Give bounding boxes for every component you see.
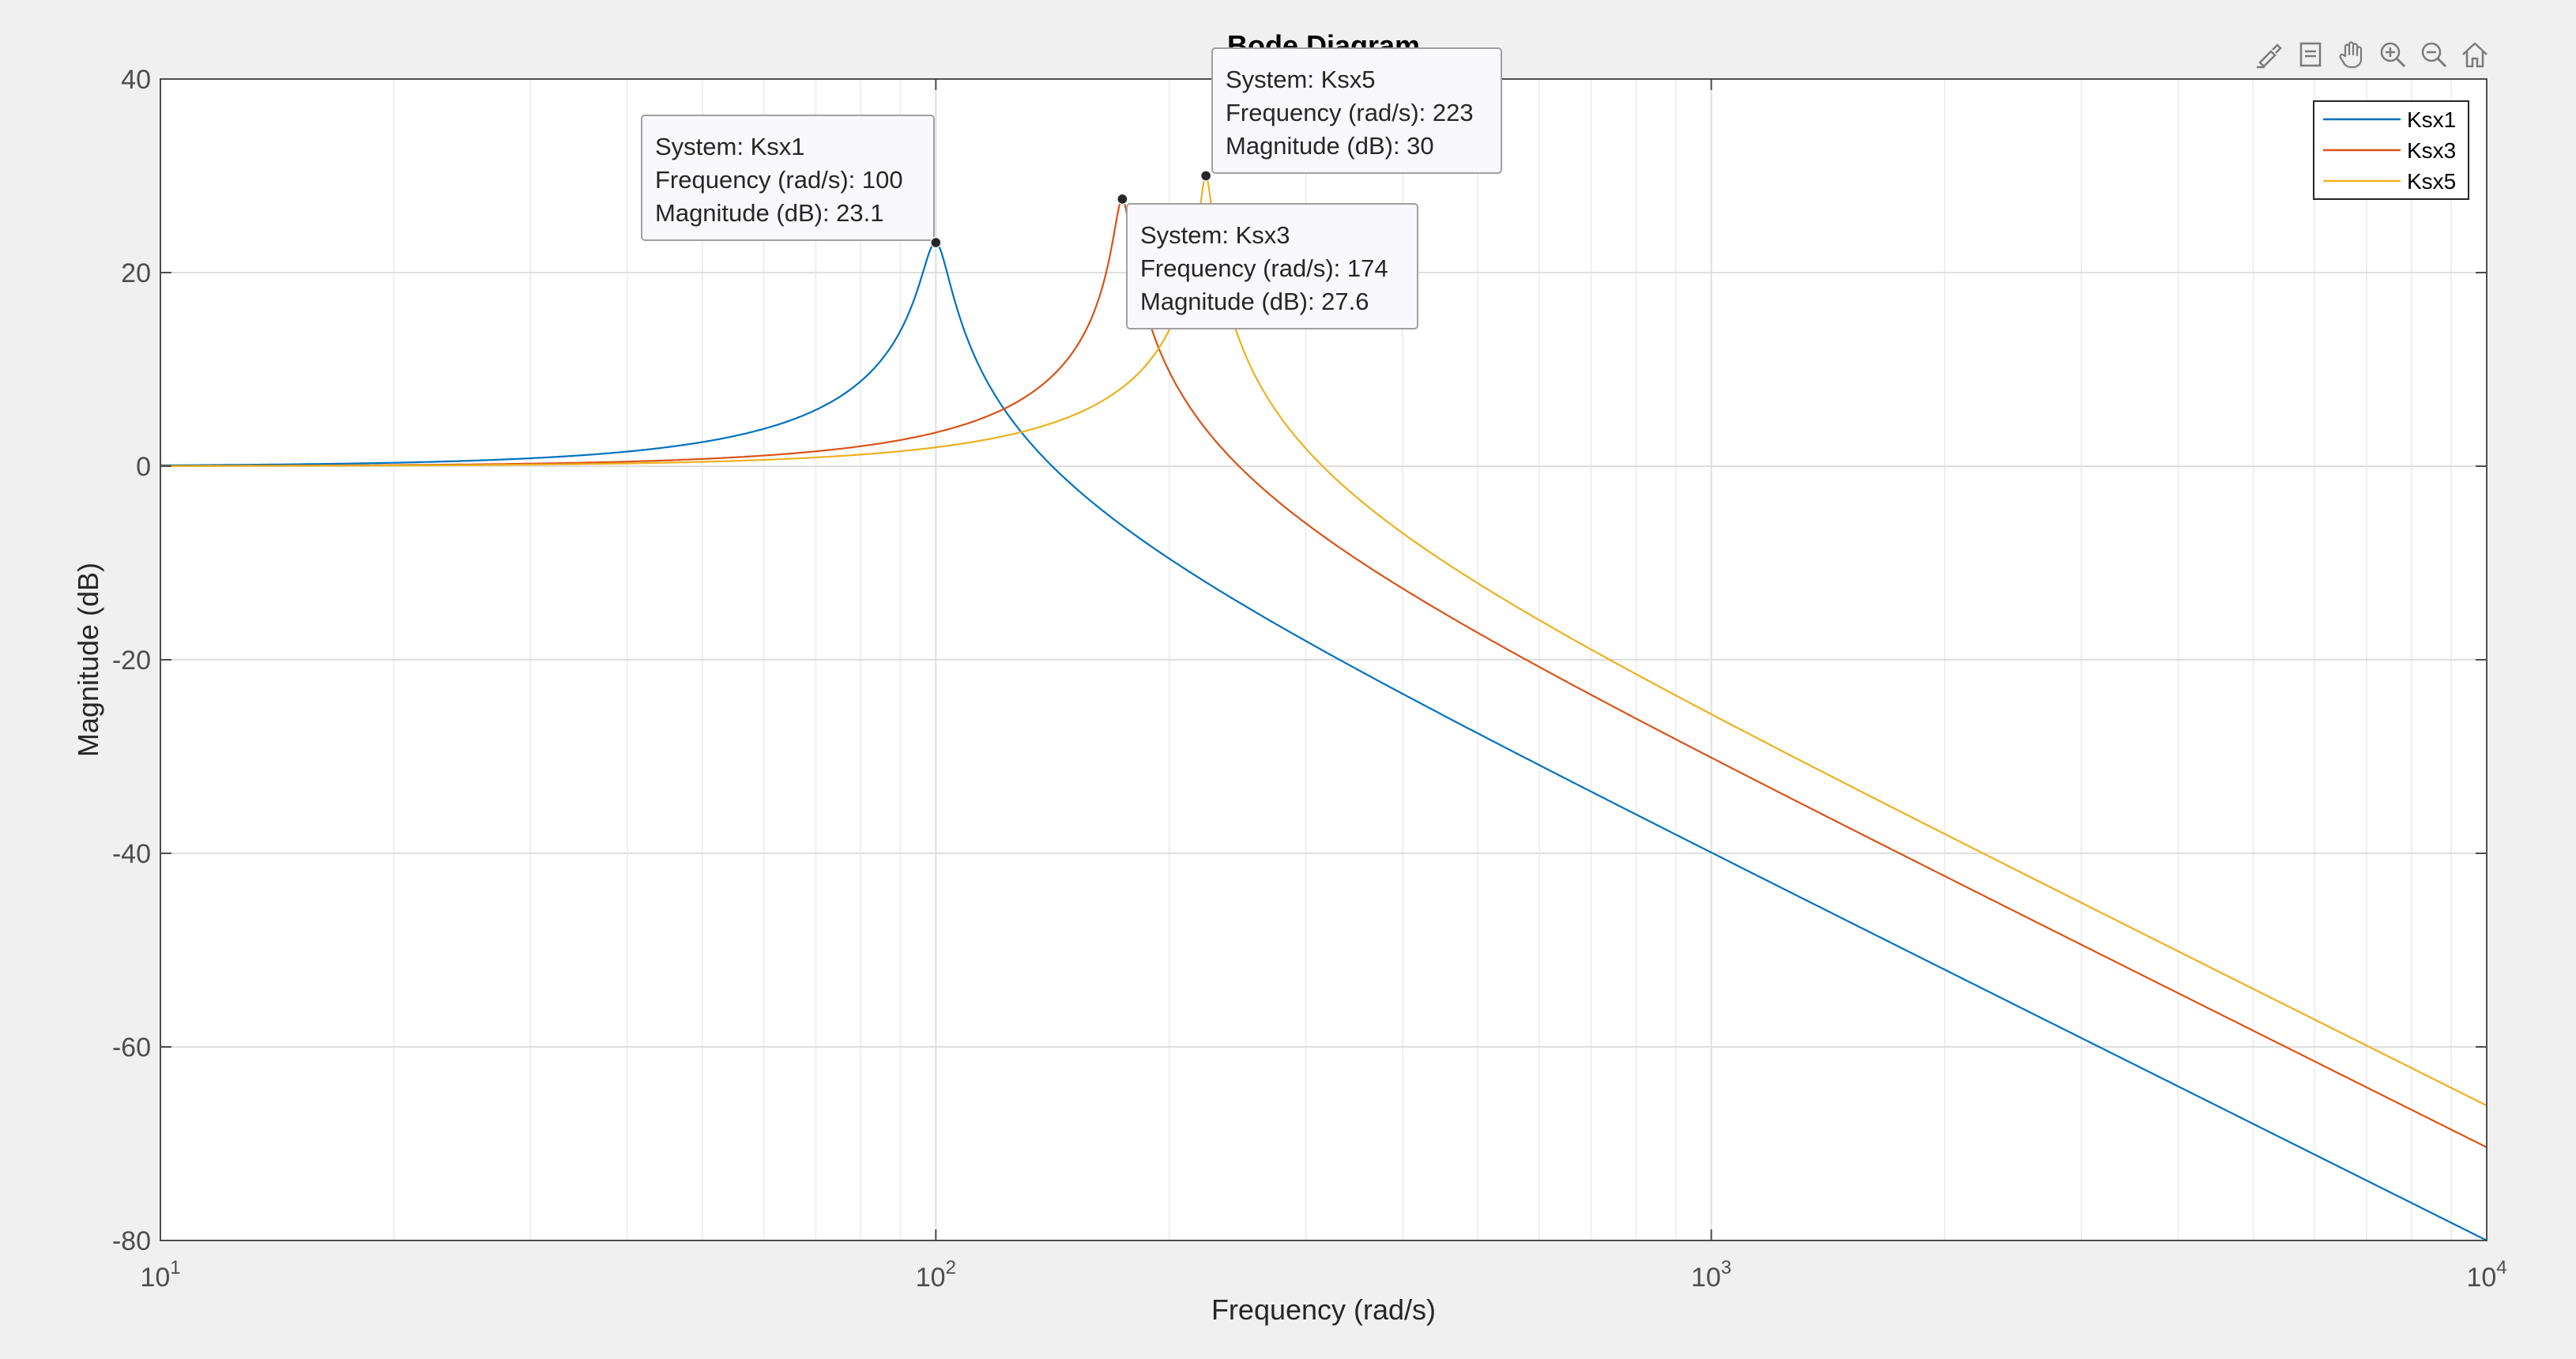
y-tick-label: 40 bbox=[121, 65, 151, 95]
x-tick-base: 10 bbox=[2466, 1263, 2496, 1293]
x-tick-exponent: 4 bbox=[2496, 1257, 2506, 1278]
zoom-out-icon bbox=[2421, 42, 2447, 68]
datatips: System: Ksx1 Frequency (rad/s): 100 Magnit… bbox=[641, 47, 1502, 329]
legend: Ksx1 Ksx3 Ksx5 bbox=[2313, 100, 2469, 200]
x-tick-label: 102 bbox=[916, 1257, 956, 1293]
datatip-line: Magnitude (dB): 23.1 bbox=[655, 199, 884, 227]
y-tick-label: 0 bbox=[136, 452, 151, 482]
zoom-out-button[interactable] bbox=[2415, 35, 2453, 74]
y-tick-label: -60 bbox=[112, 1033, 151, 1063]
legend-label: Ksx1 bbox=[2407, 107, 2456, 132]
datatip-marker bbox=[1199, 170, 1212, 182]
datatip-icon bbox=[2299, 42, 2322, 67]
series-line-ksx3 bbox=[160, 198, 2487, 1149]
datatip-ksx5: System: Ksx5 Frequency (rad/s): 223 Magnit… bbox=[1199, 47, 1502, 182]
pan-hand-icon bbox=[2339, 41, 2363, 69]
zoom-in-button[interactable] bbox=[2374, 35, 2412, 74]
datatip-ksx3: System: Ksx3 Frequency (rad/s): 174 Magnit… bbox=[1117, 193, 1418, 329]
x-tick-exponent: 2 bbox=[946, 1257, 956, 1278]
datatip-line: Frequency (rad/s): 174 bbox=[1140, 254, 1388, 282]
datatip-line: Magnitude (dB): 30 bbox=[1226, 132, 1434, 160]
home-icon bbox=[2462, 42, 2487, 68]
datatip-box bbox=[1126, 203, 1418, 329]
datatip-line: System: Ksx1 bbox=[655, 133, 805, 160]
legend-label: Ksx5 bbox=[2407, 169, 2456, 194]
y-tick-label: -40 bbox=[112, 839, 151, 869]
series-line-ksx5 bbox=[160, 173, 2487, 1107]
x-tick-label: 103 bbox=[1691, 1257, 1731, 1293]
series-line-ksx1 bbox=[160, 241, 2487, 1241]
curves bbox=[160, 173, 2487, 1241]
datatip-line: System: Ksx5 bbox=[1226, 66, 1376, 93]
datatip-box bbox=[1211, 47, 1502, 174]
brush-data-icon bbox=[2257, 43, 2282, 69]
y-tick-label: -80 bbox=[112, 1226, 151, 1256]
x-tick-base: 10 bbox=[1691, 1263, 1721, 1293]
y-tick-label: 20 bbox=[121, 258, 151, 288]
datatip-marker bbox=[1117, 193, 1128, 205]
y-axis-label: Magnitude (dB) bbox=[72, 563, 104, 757]
zoom-in-icon bbox=[2380, 42, 2406, 68]
x-tick-exponent: 1 bbox=[170, 1257, 180, 1278]
pan-button[interactable] bbox=[2333, 35, 2371, 74]
datatip-box bbox=[641, 115, 935, 241]
x-tick-base: 10 bbox=[916, 1263, 946, 1293]
datatip-button[interactable] bbox=[2292, 35, 2329, 74]
datatip-line: Magnitude (dB): 27.6 bbox=[1140, 288, 1369, 315]
brush-data-button[interactable] bbox=[2250, 35, 2288, 74]
restore-view-button[interactable] bbox=[2456, 35, 2494, 74]
x-axis-label: Frequency (rad/s) bbox=[1211, 1293, 1436, 1326]
datatip-line: Frequency (rad/s): 100 bbox=[655, 166, 903, 194]
x-tick-exponent: 3 bbox=[1721, 1257, 1731, 1278]
x-tick-label: 104 bbox=[2466, 1257, 2506, 1293]
axes-toolbar bbox=[2250, 35, 2494, 77]
y-tick-label: -20 bbox=[112, 646, 151, 676]
datatip-ksx1: System: Ksx1 Frequency (rad/s): 100 Magnit… bbox=[641, 115, 942, 249]
datatip-line: System: Ksx3 bbox=[1140, 221, 1290, 249]
x-tick-base: 10 bbox=[140, 1263, 170, 1293]
datatip-marker bbox=[930, 236, 942, 249]
datatip-line: Frequency (rad/s): 223 bbox=[1226, 99, 1474, 126]
x-tick-label: 101 bbox=[140, 1257, 180, 1293]
legend-label: Ksx3 bbox=[2407, 138, 2456, 163]
